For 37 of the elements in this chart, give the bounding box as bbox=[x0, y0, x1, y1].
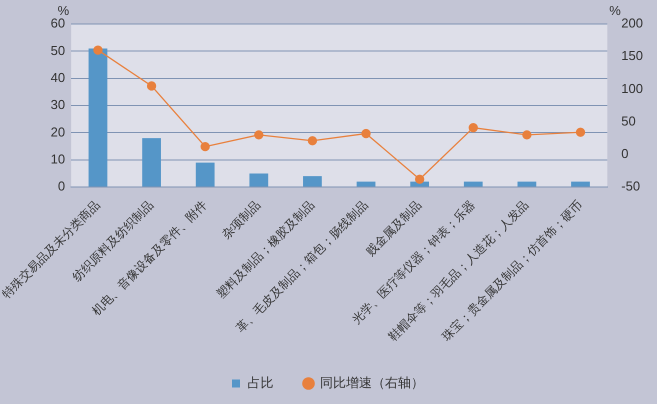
y-tick-label: 60 bbox=[50, 16, 66, 31]
point bbox=[361, 128, 371, 138]
point bbox=[200, 142, 210, 152]
bar bbox=[518, 182, 536, 187]
y-tick-label: 40 bbox=[50, 70, 66, 85]
bar bbox=[142, 138, 161, 187]
bar bbox=[249, 173, 268, 187]
bar bbox=[303, 176, 322, 187]
y-axis-title: % bbox=[58, 3, 70, 18]
point bbox=[468, 123, 478, 132]
point bbox=[522, 130, 532, 140]
y2-tick-label: 200 bbox=[621, 16, 644, 31]
y2-axis-title: % bbox=[609, 3, 622, 18]
bar bbox=[88, 48, 108, 187]
point bbox=[576, 128, 586, 137]
bar bbox=[571, 182, 590, 187]
y2-tick-label: 100 bbox=[621, 80, 644, 96]
y2-tick-label: -50 bbox=[621, 178, 640, 194]
y2-tick-label: 0 bbox=[621, 146, 629, 162]
point bbox=[93, 45, 103, 55]
x-tick-label: 杂项制品 bbox=[219, 198, 264, 242]
y-tick-label: 30 bbox=[50, 97, 66, 112]
y2-tick-label: 150 bbox=[621, 48, 644, 64]
y-tick-label: 20 bbox=[50, 124, 66, 140]
legend-label: 同比增速（右轴） bbox=[320, 375, 424, 390]
y-tick-label: 10 bbox=[50, 151, 66, 166]
point bbox=[146, 81, 156, 91]
bar bbox=[464, 182, 483, 187]
bar bbox=[196, 162, 215, 187]
point bbox=[308, 136, 318, 146]
bar bbox=[356, 182, 376, 187]
point bbox=[254, 130, 264, 140]
y2-tick-label: 50 bbox=[621, 113, 636, 128]
y-tick-label: 0 bbox=[58, 178, 66, 194]
point bbox=[415, 174, 424, 184]
legend-label: 占比 bbox=[248, 375, 274, 390]
y-tick-label: 50 bbox=[50, 42, 66, 58]
